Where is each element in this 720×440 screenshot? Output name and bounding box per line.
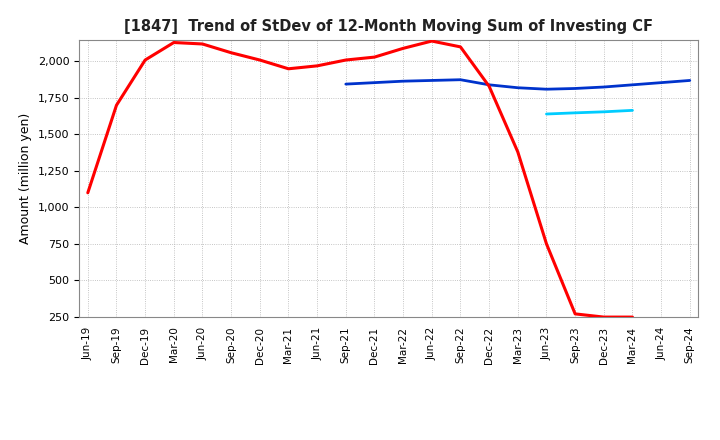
3 Years — [141, 57, 150, 62]
3 Years — [399, 46, 408, 51]
Line: 7 Years: 7 Years — [546, 110, 632, 114]
3 Years — [284, 66, 293, 71]
3 Years — [112, 103, 121, 108]
7 Years — [542, 111, 551, 117]
Line: 3 Years: 3 Years — [88, 41, 632, 317]
7 Years — [571, 110, 580, 115]
5 Years — [428, 78, 436, 83]
3 Years — [312, 63, 321, 69]
3 Years — [600, 315, 608, 320]
Line: 5 Years: 5 Years — [346, 80, 690, 89]
Title: [1847]  Trend of StDev of 12-Month Moving Sum of Investing CF: [1847] Trend of StDev of 12-Month Moving… — [125, 19, 653, 34]
Y-axis label: Amount (million yen): Amount (million yen) — [19, 113, 32, 244]
3 Years — [456, 44, 465, 50]
3 Years — [341, 57, 350, 62]
5 Years — [657, 80, 665, 85]
5 Years — [542, 87, 551, 92]
5 Years — [628, 82, 636, 88]
3 Years — [428, 38, 436, 44]
5 Years — [341, 81, 350, 87]
3 Years — [169, 40, 178, 45]
5 Years — [685, 78, 694, 83]
7 Years — [600, 109, 608, 114]
5 Years — [571, 86, 580, 91]
5 Years — [456, 77, 465, 82]
5 Years — [399, 78, 408, 84]
3 Years — [370, 55, 379, 60]
3 Years — [542, 241, 551, 246]
3 Years — [198, 41, 207, 47]
5 Years — [600, 84, 608, 90]
7 Years — [628, 108, 636, 113]
3 Years — [513, 149, 522, 154]
3 Years — [256, 57, 264, 62]
3 Years — [84, 190, 92, 195]
3 Years — [227, 50, 235, 55]
5 Years — [513, 85, 522, 90]
3 Years — [571, 311, 580, 316]
3 Years — [485, 84, 493, 89]
5 Years — [370, 80, 379, 85]
5 Years — [485, 82, 493, 88]
3 Years — [628, 315, 636, 320]
